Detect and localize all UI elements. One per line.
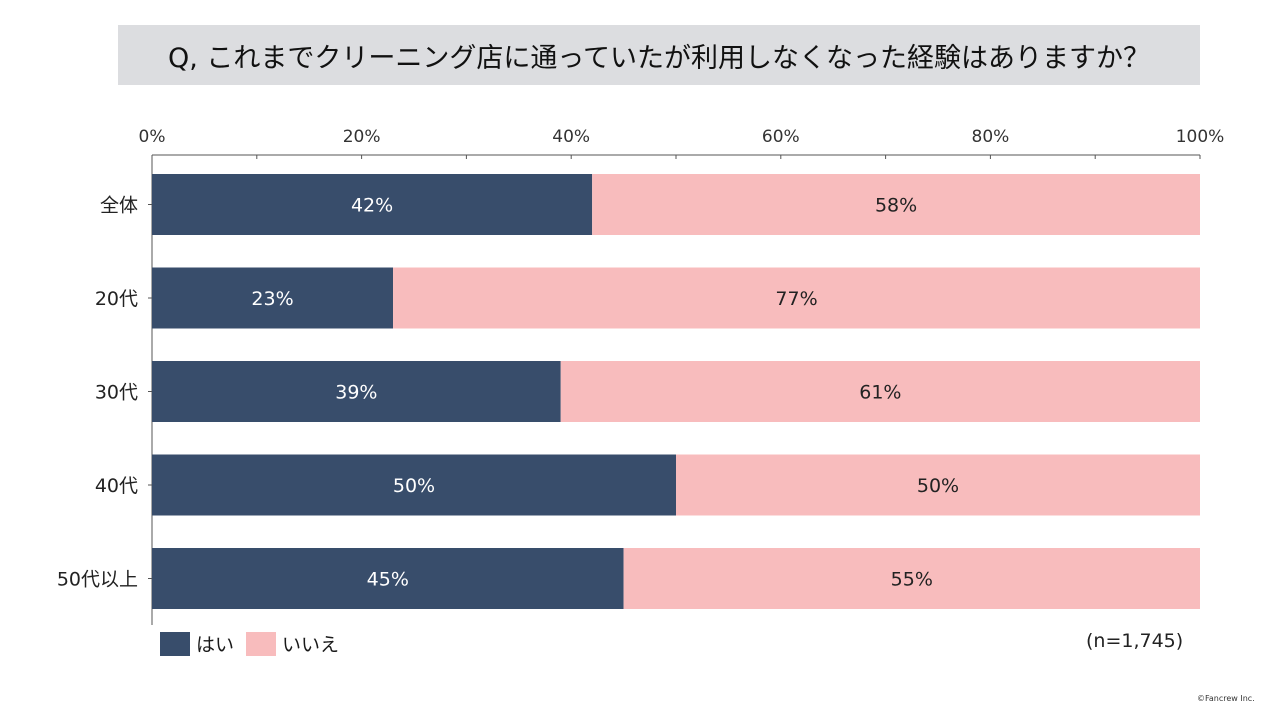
copyright: ©Fancrew Inc. xyxy=(1197,694,1255,703)
legend-item-no: いいえ xyxy=(246,630,339,657)
data-label: 42% xyxy=(351,195,393,217)
x-tick-label: 40% xyxy=(552,127,590,147)
title-banner: Q, これまでクリーニング店に通っていたが利用しなくなった経験はありますか？ xyxy=(118,25,1200,85)
x-tick-label: 60% xyxy=(762,127,800,147)
bar-segment-yes xyxy=(152,361,561,422)
chart-title: Q, これまでクリーニング店に通っていたが利用しなくなった経験はありますか？ xyxy=(167,42,1151,74)
legend-label-yes: はい xyxy=(196,634,235,656)
bar-segment-yes xyxy=(152,174,593,235)
category-label: 全体 xyxy=(100,195,138,217)
legend-swatch-no xyxy=(246,631,277,656)
data-label: 55% xyxy=(891,569,933,591)
x-tick-label: 20% xyxy=(343,127,381,147)
data-label: 50% xyxy=(917,475,959,497)
category-label: 40代 xyxy=(95,475,138,497)
category-label: 50代以上 xyxy=(57,569,138,591)
data-label: 61% xyxy=(859,382,901,404)
x-tick-label: 80% xyxy=(972,127,1010,147)
bar-segment-yes xyxy=(152,454,676,516)
data-label: 77% xyxy=(775,288,817,310)
legend-swatch-yes xyxy=(160,631,190,656)
x-tick-label: 100% xyxy=(1176,127,1225,147)
bar-segment-yes xyxy=(152,548,624,609)
bar-segment-no xyxy=(623,548,1200,609)
data-label: 39% xyxy=(335,382,377,404)
data-label: 45% xyxy=(367,569,409,591)
category-label: 30代 xyxy=(95,382,138,404)
bar-segment-no xyxy=(393,267,1200,329)
data-label: 50% xyxy=(393,475,435,497)
legend: はい いいえ xyxy=(160,630,351,657)
bar-segment-yes xyxy=(152,267,394,329)
legend-item-yes: はい xyxy=(160,630,234,657)
sample-size: (n=1,745) xyxy=(1086,630,1184,652)
category-label: 20代 xyxy=(95,288,138,310)
bar-segment-no xyxy=(592,174,1200,235)
x-tick-label: 0% xyxy=(139,127,166,147)
data-label: 23% xyxy=(251,288,293,310)
legend-label-no: いいえ xyxy=(282,634,340,656)
bar-segment-no xyxy=(676,454,1200,516)
bar-segment-no xyxy=(560,361,1200,422)
data-label: 58% xyxy=(875,195,917,217)
